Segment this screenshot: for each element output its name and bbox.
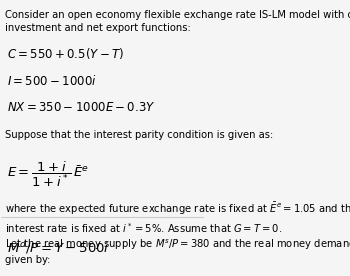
Text: $M^d/P = Y - 500i$: $M^d/P = Y - 500i$ <box>7 239 110 256</box>
Text: $I = 500 - 1000i$: $I = 500 - 1000i$ <box>7 74 97 88</box>
Text: $C = 550 + 0.5(Y - T)$: $C = 550 + 0.5(Y - T)$ <box>7 46 125 62</box>
Text: Let the real money supply be $M^s/P = 380$ and the real money demand be
given by: Let the real money supply be $M^s/P = 38… <box>6 238 350 265</box>
Text: Consider an open economy flexible exchange rate IS-LM model with consumption,
in: Consider an open economy flexible exchan… <box>6 10 350 33</box>
Text: $NX = 350 - 1000E - 0.3Y$: $NX = 350 - 1000E - 0.3Y$ <box>7 101 156 114</box>
Text: $E = \dfrac{1+i}{1+i^*} \, \bar{E}^e$: $E = \dfrac{1+i}{1+i^*} \, \bar{E}^e$ <box>7 160 90 189</box>
Text: where the expected future exchange rate is fixed at $\bar{E}^e = 1.05$ and the f: where the expected future exchange rate … <box>6 201 350 235</box>
Text: Suppose that the interest parity condition is given as:: Suppose that the interest parity conditi… <box>6 130 274 140</box>
